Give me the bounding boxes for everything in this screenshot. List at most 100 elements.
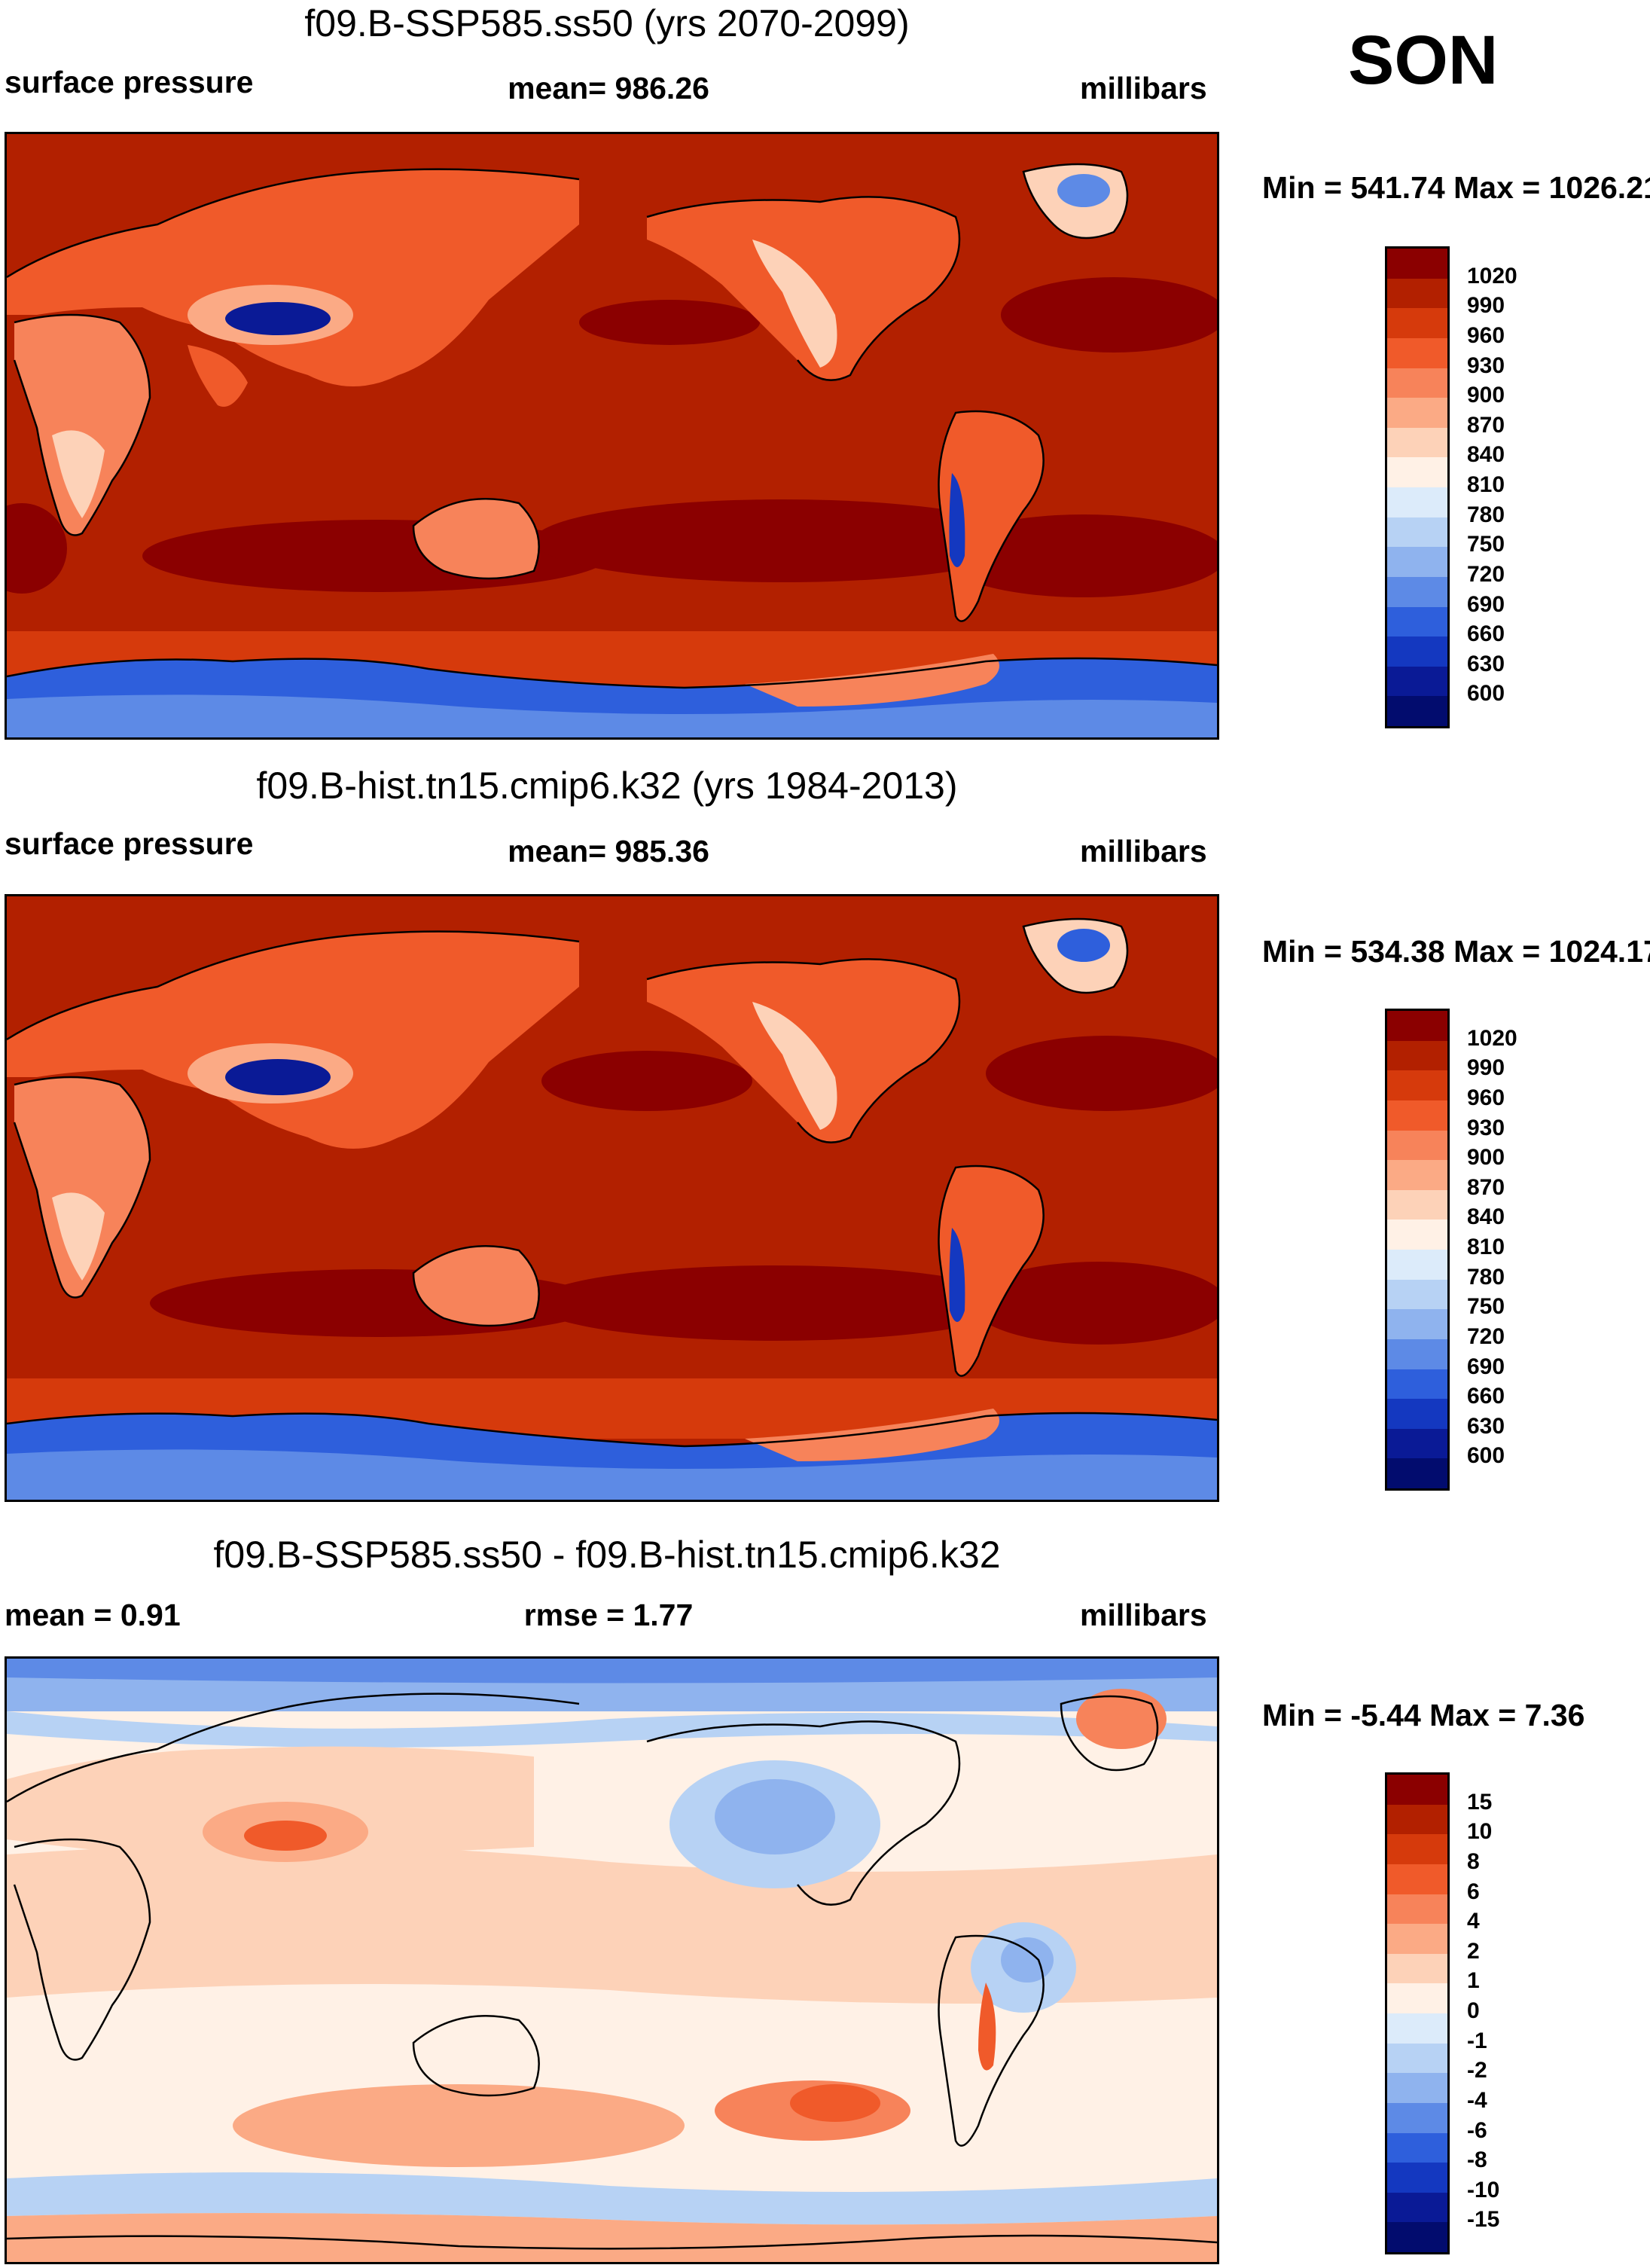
colorbar-swatch xyxy=(1387,1309,1447,1341)
colorbar-swatch xyxy=(1387,337,1447,370)
colorbar-label: 900 xyxy=(1467,1145,1505,1171)
colorbar-swatch xyxy=(1387,2102,1447,2135)
colorbar-swatch xyxy=(1387,278,1447,310)
colorbar-label: 600 xyxy=(1467,1443,1505,1469)
colorbar-swatch xyxy=(1387,368,1447,400)
colorbar-swatch xyxy=(1387,1040,1447,1073)
colorbar-label: 930 xyxy=(1467,1115,1505,1140)
colorbar-label: 780 xyxy=(1467,502,1505,527)
eurasia xyxy=(7,931,579,1149)
panel-3-units-label: millibars xyxy=(1080,1598,1207,1632)
colorbar-label: 8 xyxy=(1467,1848,1480,1874)
colorbar-label: 1020 xyxy=(1467,263,1517,288)
colorbar-label: 840 xyxy=(1467,1204,1505,1230)
colorbar-swatch xyxy=(1387,487,1447,519)
colorbar-swatch xyxy=(1387,1458,1447,1488)
colorbar-label: 15 xyxy=(1467,1789,1493,1815)
colorbar-swatch xyxy=(1387,2132,1447,2165)
panel-3-title: f09.B-SSP585.ss50 - f09.B-hist.tn15.cmip… xyxy=(213,1534,1001,1576)
colorbar-label: -4 xyxy=(1467,2087,1487,2113)
colorbar-label: 630 xyxy=(1467,1413,1505,1439)
colorbar-swatch xyxy=(1387,1100,1447,1132)
colorbar-swatch xyxy=(1387,2163,1447,2194)
panel-1-variable-label: surface pressure xyxy=(5,65,254,99)
colorbar-swatch xyxy=(1387,1070,1447,1102)
colorbar-label: 720 xyxy=(1467,561,1505,587)
colorbar-label: 750 xyxy=(1467,1294,1505,1320)
colorbar-swatch xyxy=(1387,1130,1447,1162)
coastlines xyxy=(7,163,1217,689)
colorbar-swatch xyxy=(1387,1189,1447,1222)
south-america xyxy=(938,1166,1044,1376)
colorbar-swatch xyxy=(1387,696,1447,726)
colorbar-label: 990 xyxy=(1467,1055,1505,1081)
colorbar-swatch xyxy=(1387,1924,1447,1955)
panel-3-mean-label: mean = 0.91 xyxy=(5,1598,181,1632)
colorbar-label: 930 xyxy=(1467,353,1505,378)
panel-3-map xyxy=(5,1656,1219,2264)
colorbar-swatch xyxy=(1387,1160,1447,1192)
colorbar-swatch xyxy=(1387,1894,1447,1926)
colorbar-swatch xyxy=(1387,457,1447,489)
colorbar-label: -1 xyxy=(1467,2028,1487,2053)
colorbar-label: 780 xyxy=(1467,1264,1505,1290)
colorbar-label: 840 xyxy=(1467,442,1505,468)
australia xyxy=(413,1246,539,1326)
colorbar-swatch xyxy=(1387,308,1447,340)
colorbar-swatch xyxy=(1387,636,1447,668)
tibetan-plateau xyxy=(225,302,331,335)
panel-1-title: f09.B-SSP585.ss50 (yrs 2070-2099) xyxy=(304,2,910,44)
colorbar-label: -2 xyxy=(1467,2058,1487,2083)
colorbar-swatch xyxy=(1387,1953,1447,1986)
colorbar-label: 6 xyxy=(1467,1879,1480,1904)
colorbar-swatch xyxy=(1387,576,1447,609)
colorbar-swatch xyxy=(1387,1369,1447,1401)
colorbar-label: 1020 xyxy=(1467,1025,1517,1051)
colorbar-swatch xyxy=(1387,1428,1447,1461)
colorbar-swatch xyxy=(1387,2222,1447,2252)
colorbar-swatch xyxy=(1387,1804,1447,1836)
panel-1-units-label: millibars xyxy=(1080,71,1207,105)
colorbar-label: 600 xyxy=(1467,681,1505,707)
colorbar-label: 10 xyxy=(1467,1819,1493,1845)
panel-1-minmax: Min = 541.74 Max = 1026.21 xyxy=(1262,170,1650,205)
colorbar-label: 690 xyxy=(1467,591,1505,617)
south-america xyxy=(938,411,1044,621)
colorbar-label: 870 xyxy=(1467,412,1505,438)
colorbar-label: 660 xyxy=(1467,1384,1505,1409)
colorbar-label: 1 xyxy=(1467,1968,1480,1994)
colorbar-swatch xyxy=(1387,398,1447,429)
coastlines xyxy=(7,1693,1217,2250)
colorbar-swatch xyxy=(1387,2073,1447,2105)
colorbar-swatch xyxy=(1387,1775,1447,1806)
colorbar-label: 2 xyxy=(1467,1938,1480,1964)
colorbar-label: 690 xyxy=(1467,1354,1505,1379)
colorbar-label: -15 xyxy=(1467,2207,1500,2233)
colorbar-label: 810 xyxy=(1467,472,1505,497)
colorbar-swatch xyxy=(1387,606,1447,639)
colorbar-swatch xyxy=(1387,249,1447,280)
colorbar-label: 960 xyxy=(1467,1085,1505,1110)
colorbar-label: -10 xyxy=(1467,2177,1500,2202)
colorbar-label: 630 xyxy=(1467,651,1505,676)
colorbar-label: 990 xyxy=(1467,293,1505,319)
colorbar-label: 960 xyxy=(1467,322,1505,348)
panel-2-minmax: Min = 534.38 Max = 1024.17 xyxy=(1262,934,1650,969)
colorbar-label: 870 xyxy=(1467,1174,1505,1200)
panel-3-minmax: Min = -5.44 Max = 7.36 xyxy=(1262,1698,1585,1732)
colorbar-swatch xyxy=(1387,517,1447,549)
panel-3-colorbar xyxy=(1385,1772,1450,2254)
colorbar-swatch xyxy=(1387,427,1447,459)
colorbar-swatch xyxy=(1387,1219,1447,1251)
colorbar-swatch xyxy=(1387,1279,1447,1311)
season-label: SON xyxy=(1348,22,1499,99)
colorbar-swatch xyxy=(1387,1011,1447,1042)
panel-2-variable-label: surface pressure xyxy=(5,826,254,861)
australia xyxy=(413,499,539,578)
colorbar-swatch xyxy=(1387,1864,1447,1896)
coastlines xyxy=(7,917,1217,1448)
panel-1-map xyxy=(5,132,1219,740)
colorbar-label: 4 xyxy=(1467,1909,1480,1934)
colorbar-swatch xyxy=(1387,547,1447,578)
panel-3-rmse-label: rmse = 1.77 xyxy=(523,1598,694,1632)
